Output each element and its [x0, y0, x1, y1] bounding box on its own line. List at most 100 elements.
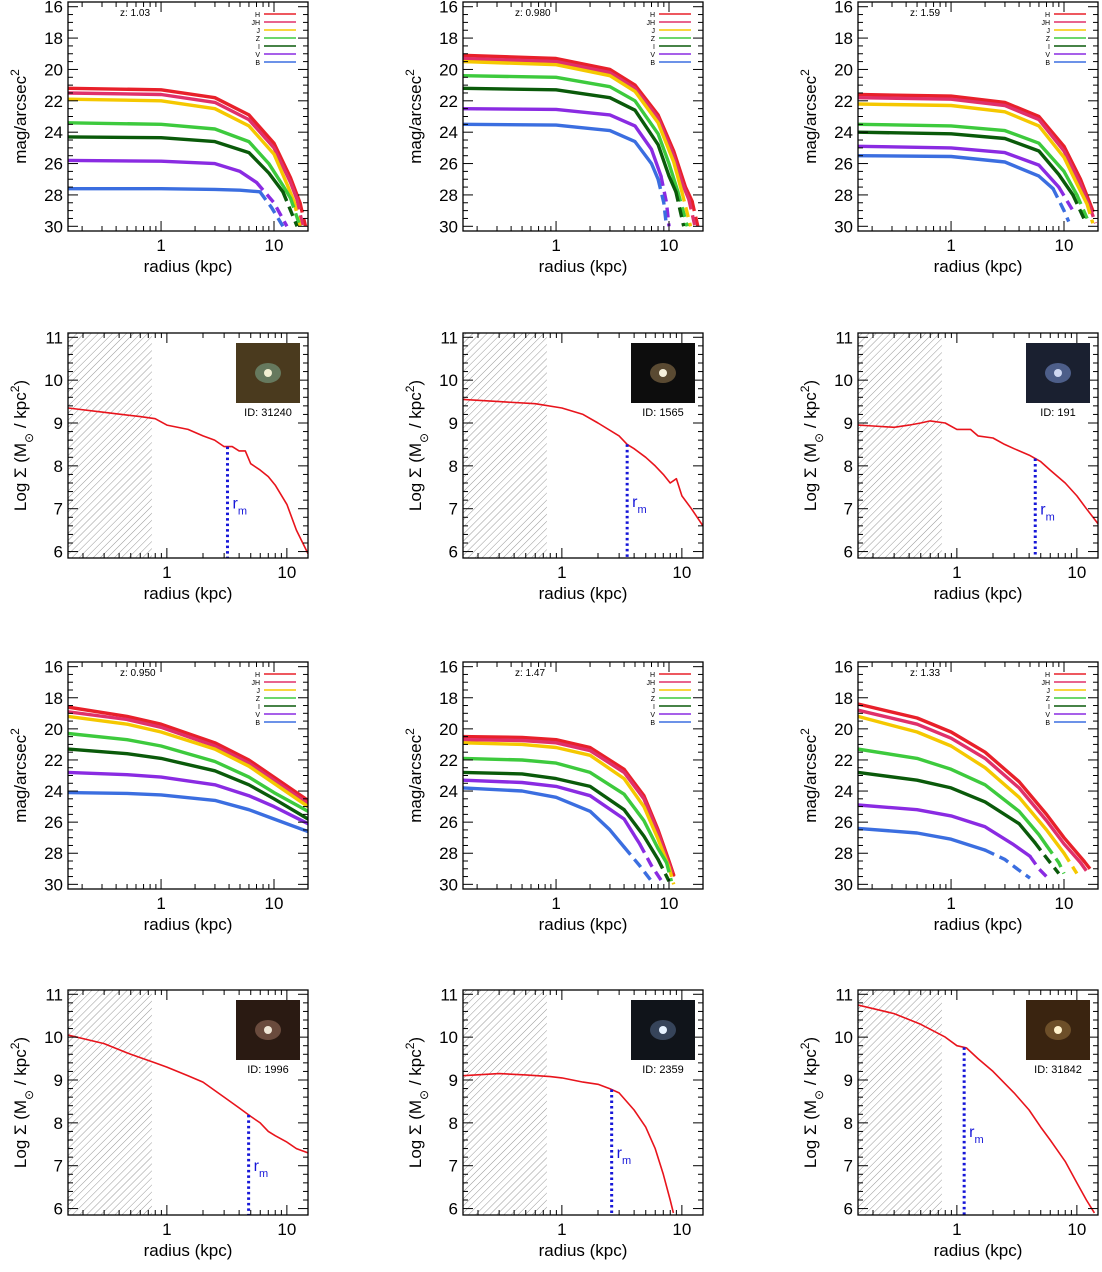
y-tick-label: 7 — [844, 1157, 853, 1176]
legend-label: H — [255, 12, 260, 19]
profile-line-i — [463, 770, 660, 862]
y-tick-label: 22 — [834, 92, 853, 111]
legend-label: B — [255, 60, 260, 67]
mass-profile-line — [858, 1004, 1096, 1214]
profile-extrapolation-i — [674, 191, 686, 227]
galaxy-id-label: ID: 31240 — [244, 407, 292, 419]
y-tick-label: 16 — [44, 658, 63, 677]
y-tick-label: 16 — [834, 0, 853, 17]
y-tick-label: 9 — [844, 1071, 853, 1090]
axes-frame — [462, 1, 704, 232]
x-tick-label: 10 — [672, 1220, 691, 1239]
legend-label: I — [1048, 44, 1050, 51]
axes-frame — [67, 1, 309, 232]
profile-extrapolation-z — [288, 197, 302, 227]
profile-line-b — [463, 786, 626, 849]
galaxy-id-label: ID: 1565 — [642, 407, 684, 419]
redshift-label: z: 0.980 — [515, 8, 551, 19]
profile-extrapolation-j — [1062, 852, 1079, 875]
legend-label: I — [653, 44, 655, 51]
profile-extrapolation-jh — [1088, 206, 1098, 224]
axes-frame — [857, 332, 1099, 559]
y-axis-label: mag/arcsec2 — [798, 69, 820, 164]
profile-extrapolation-z — [664, 862, 674, 882]
legend-label: Z — [651, 36, 656, 43]
x-axis-label: radius (kpc) — [539, 915, 628, 934]
y-tick-label: 18 — [834, 29, 853, 48]
y-axis-label: Log Σ (M⊙ / kpc2) — [798, 1037, 826, 1168]
profile-line-z — [858, 747, 1049, 848]
profile-extrapolation-h — [690, 200, 700, 227]
chart-panel-4: 1 10 6 7 8 9 10 11 radius (kpc) Log Σ (M⊙ / kpc2)… — [8, 328, 309, 603]
y-axis-label: Log Σ (M⊙ / kpc2) — [798, 380, 826, 511]
plot-area — [463, 734, 676, 886]
legend-label: JH — [646, 20, 655, 27]
x-axis-label: radius (kpc) — [539, 584, 628, 603]
y-tick-label: 8 — [449, 1114, 458, 1133]
axes-frame — [857, 1, 1099, 232]
legend-label: B — [255, 720, 260, 727]
x-axis-label: radius (kpc) — [934, 584, 1023, 603]
x-tick-label: 1 — [557, 563, 566, 582]
profile-extrapolation-z — [1045, 844, 1066, 875]
redshift-label: z: 1.03 — [120, 8, 150, 19]
y-tick-label: 20 — [44, 720, 63, 739]
profile-line-v — [68, 158, 259, 185]
galaxy-id-label: ID: 2359 — [642, 1064, 684, 1076]
x-tick-label: 10 — [672, 563, 691, 582]
galaxy-thumbnail — [631, 343, 695, 403]
y-tick-label: 7 — [54, 500, 63, 519]
y-tick-label: 26 — [44, 155, 63, 174]
profile-line-j — [858, 102, 1089, 206]
profile-extrapolation-jh — [687, 199, 697, 227]
y-tick-label: 20 — [439, 60, 458, 79]
y-tick-label: 22 — [439, 751, 458, 770]
x-tick-label: 10 — [1055, 236, 1074, 255]
y-tick-label: 10 — [44, 1028, 63, 1047]
x-axis-label: radius (kpc) — [539, 1241, 628, 1260]
profile-line-i — [858, 130, 1075, 197]
y-tick-label: 24 — [439, 123, 458, 142]
y-tick-label: 20 — [834, 60, 853, 79]
x-tick-label: 10 — [277, 563, 296, 582]
x-tick-label: 1 — [156, 236, 165, 255]
profile-line-i — [463, 86, 678, 194]
y-tick-label: 26 — [44, 813, 63, 832]
y-tick-label: 11 — [440, 985, 458, 1004]
hatched-region — [68, 333, 152, 558]
y-tick-label: 11 — [440, 328, 458, 347]
legend-label: Z — [256, 696, 261, 703]
y-axis-label: mag/arcsec2 — [798, 728, 820, 823]
profile-extrapolation-v — [1057, 186, 1075, 212]
y-tick-label: 18 — [834, 689, 853, 708]
x-tick-label: 10 — [265, 894, 284, 913]
chart-panel-9: 1 10 16 18 20 22 24 26 28 30 radius (kpc) mag/arcse… — [798, 658, 1099, 934]
x-axis-label: radius (kpc) — [144, 1241, 233, 1260]
y-tick-label: 11 — [835, 328, 853, 347]
legend-label: H — [255, 672, 260, 679]
y-axis-label: Log Σ (M⊙ / kpc2) — [403, 380, 431, 511]
plot-area — [858, 990, 1096, 1215]
legend-label: J — [1047, 688, 1051, 695]
profile-line-h — [858, 702, 1086, 863]
x-tick-label: 1 — [162, 563, 171, 582]
y-tick-label: 28 — [834, 844, 853, 863]
legend-label: JH — [251, 680, 260, 687]
plot-area — [68, 705, 308, 834]
plot-area — [68, 333, 308, 558]
y-tick-label: 16 — [44, 0, 63, 17]
profile-extrapolation-v — [659, 175, 671, 227]
x-tick-label: 1 — [557, 1220, 566, 1239]
axes-frame — [67, 989, 309, 1216]
profile-line-v — [858, 144, 1061, 189]
galaxy-thumbnail — [1026, 343, 1090, 403]
y-tick-label: 30 — [44, 217, 63, 236]
y-tick-label: 18 — [439, 689, 458, 708]
legend-label: H — [650, 672, 655, 679]
y-tick-label: 8 — [449, 457, 458, 476]
plot-area — [68, 990, 308, 1215]
plot-area — [463, 53, 700, 227]
chart-panel-11: 1 10 6 7 8 9 10 11 radius (kpc) Log Σ (M⊙ / kpc2)… — [403, 985, 704, 1260]
y-tick-label: 9 — [449, 414, 458, 433]
